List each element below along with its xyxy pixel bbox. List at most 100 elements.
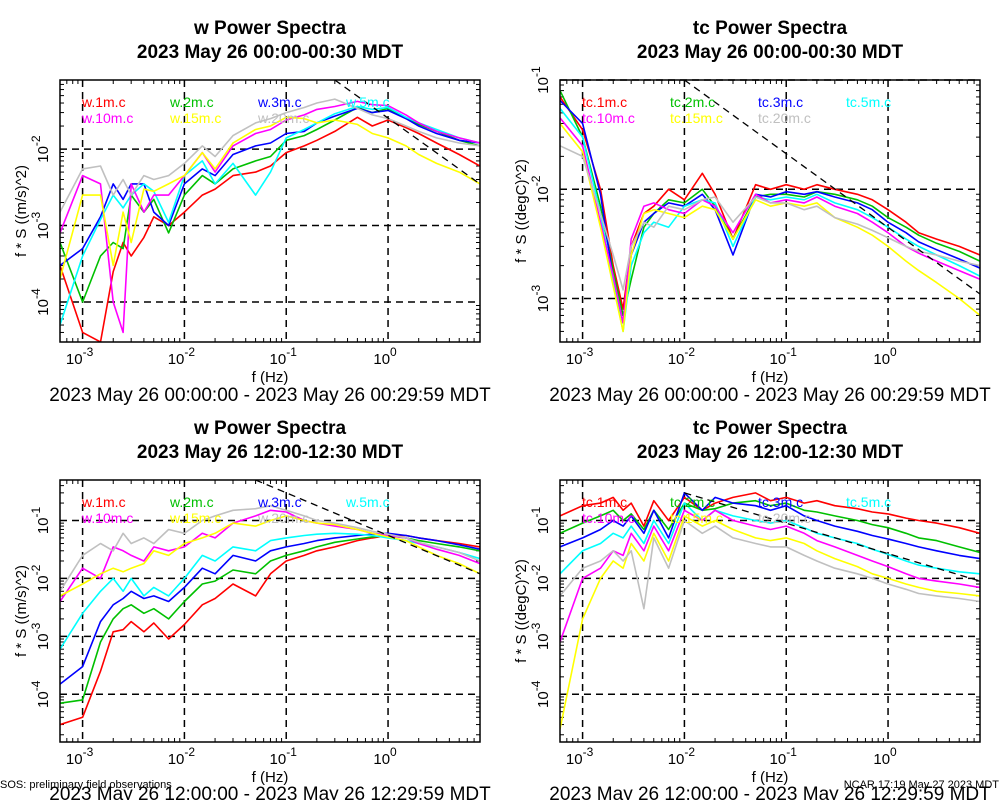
legend-entry: tc.5m.c xyxy=(846,494,891,510)
series-group xyxy=(560,80,980,333)
legend-entry: w.2m.c xyxy=(169,494,214,510)
x-tick-label: 100 xyxy=(373,745,397,768)
series-group xyxy=(560,492,980,730)
x-tick-label: 10-3 xyxy=(66,345,94,368)
y-tick-label: 10-1 xyxy=(529,506,552,534)
time-range-label: 2023 May 26 12:00:00 - 2023 May 26 12:29… xyxy=(49,784,491,800)
legend-entry: tc.2m.c xyxy=(670,494,715,510)
legend-entry: w.5m.c xyxy=(345,494,390,510)
tick-exponent: -1 xyxy=(786,745,797,759)
legend-entry: tc.1m.c xyxy=(582,494,627,510)
tick-base: 10 xyxy=(168,751,185,768)
tick-exponent: -2 xyxy=(184,745,195,759)
tick-base: 10 xyxy=(770,751,787,768)
series-line-tc-1m-c xyxy=(560,492,980,535)
y-tick-label: 10-4 xyxy=(29,288,52,316)
tick-base: 10 xyxy=(35,146,52,163)
y-axis-label: f * S ((degC)^2) xyxy=(513,559,530,663)
x-tick-label: 10-3 xyxy=(66,745,94,768)
legend-entry: w.3m.c xyxy=(257,494,302,510)
series-line-w-10m-c xyxy=(60,100,480,334)
series-line-tc-15m-c xyxy=(560,515,980,730)
chart-title: w Power Spectra xyxy=(193,18,346,39)
footnote-right: NCAR 17:19 May 27 2023 MDT xyxy=(844,779,1000,791)
y-tick-label: 10-2 xyxy=(29,135,52,163)
tick-exponent: -4 xyxy=(529,680,543,691)
x-tick-label: 10-1 xyxy=(770,745,798,768)
legend-entry: w.1m.c xyxy=(81,94,126,110)
legend-entry: tc.10m.c xyxy=(582,110,635,126)
tick-base: 10 xyxy=(535,691,552,708)
tick-exponent: -1 xyxy=(286,745,297,759)
tick-exponent: -2 xyxy=(29,135,43,146)
footnote-left: SOS: preliminary field observations xyxy=(0,779,172,791)
tick-base: 10 xyxy=(373,751,390,768)
tick-base: 10 xyxy=(35,517,52,534)
spectra-panel: tc Power Spectra 2023 May 26 12:00-12:30 … xyxy=(513,418,991,800)
time-range-label: 2023 May 26 12:00:00 - 2023 May 26 12:29… xyxy=(549,784,991,800)
tick-base: 10 xyxy=(66,751,83,768)
x-tick-label: 10-2 xyxy=(168,745,196,768)
series-line-w-20m-c xyxy=(60,98,480,213)
reference-slope-line xyxy=(684,492,980,582)
tick-base: 10 xyxy=(35,223,52,240)
x-axis-label: f (Hz) xyxy=(752,369,789,386)
tick-base: 10 xyxy=(535,296,552,313)
legend: tc.1m.c tc.2m.c tc.3m.c tc.5m.c tc.10m.c tc.1… xyxy=(582,494,891,526)
legend-entry: w.10m.c xyxy=(81,510,133,526)
tick-exponent: 0 xyxy=(390,345,397,359)
tick-base: 10 xyxy=(35,575,52,592)
tick-base: 10 xyxy=(535,77,552,94)
tick-exponent: 0 xyxy=(890,345,897,359)
x-tick-label: 100 xyxy=(373,345,397,368)
plot-area xyxy=(60,480,480,742)
tick-exponent: -3 xyxy=(529,285,543,296)
legend-entry: tc.20m.c xyxy=(758,510,811,526)
tick-exponent: 0 xyxy=(390,745,397,759)
tick-exponent: -1 xyxy=(529,66,543,77)
tick-exponent: -3 xyxy=(29,622,43,633)
series-line-w-20m-c xyxy=(60,504,480,592)
plot-frame xyxy=(559,79,981,343)
plot-frame xyxy=(59,479,481,743)
reference-slope-line xyxy=(684,80,980,295)
tick-base: 10 xyxy=(270,351,287,368)
series-group xyxy=(60,480,480,726)
tick-exponent: 0 xyxy=(890,745,897,759)
x-tick-label: 100 xyxy=(873,745,897,768)
series-line-w-15m-c xyxy=(60,116,480,280)
legend: w.1m.c w.2m.c w.3m.c w.5m.c w.10m.c w.15m.c w.… xyxy=(81,94,390,126)
tick-base: 10 xyxy=(535,517,552,534)
tick-exponent: -4 xyxy=(29,680,43,691)
x-axis-label: f (Hz) xyxy=(252,369,289,386)
legend-entry: w.5m.c xyxy=(345,94,390,110)
tick-exponent: -1 xyxy=(786,345,797,359)
legend-entry: tc.3m.c xyxy=(758,494,803,510)
y-tick-label: 10-2 xyxy=(529,564,552,592)
legend-entry: w.20m.c xyxy=(257,110,309,126)
y-axis-label: f * S ((m/s)^2) xyxy=(13,165,30,257)
legend-entry: tc.20m.c xyxy=(758,110,811,126)
series-line-tc-20m-c xyxy=(560,145,980,291)
tick-base: 10 xyxy=(373,351,390,368)
legend-entry: w.20m.c xyxy=(257,510,309,526)
x-tick-label: 100 xyxy=(873,345,897,368)
x-tick-label: 10-2 xyxy=(668,745,696,768)
legend: w.1m.c w.2m.c w.3m.c w.5m.c w.10m.c w.15m.c w.… xyxy=(81,494,390,526)
legend-entry: tc.3m.c xyxy=(758,94,803,110)
plot-frame xyxy=(559,479,981,743)
x-axis-label: f (Hz) xyxy=(752,769,789,786)
tick-base: 10 xyxy=(168,351,185,368)
reference-slope-line xyxy=(334,80,480,185)
chart-subtitle: 2023 May 26 00:00-00:30 MDT xyxy=(637,42,904,63)
chart-title: w Power Spectra xyxy=(193,418,346,439)
tick-exponent: -1 xyxy=(29,506,43,517)
tick-base: 10 xyxy=(535,186,552,203)
legend-entry: w.10m.c xyxy=(81,110,133,126)
time-range-label: 2023 May 26 00:00:00 - 2023 May 26 00:29… xyxy=(549,385,991,406)
tick-base: 10 xyxy=(668,351,685,368)
x-axis-label: f (Hz) xyxy=(252,769,289,786)
tick-exponent: -3 xyxy=(583,745,594,759)
legend-entry: w.15m.c xyxy=(169,510,221,526)
